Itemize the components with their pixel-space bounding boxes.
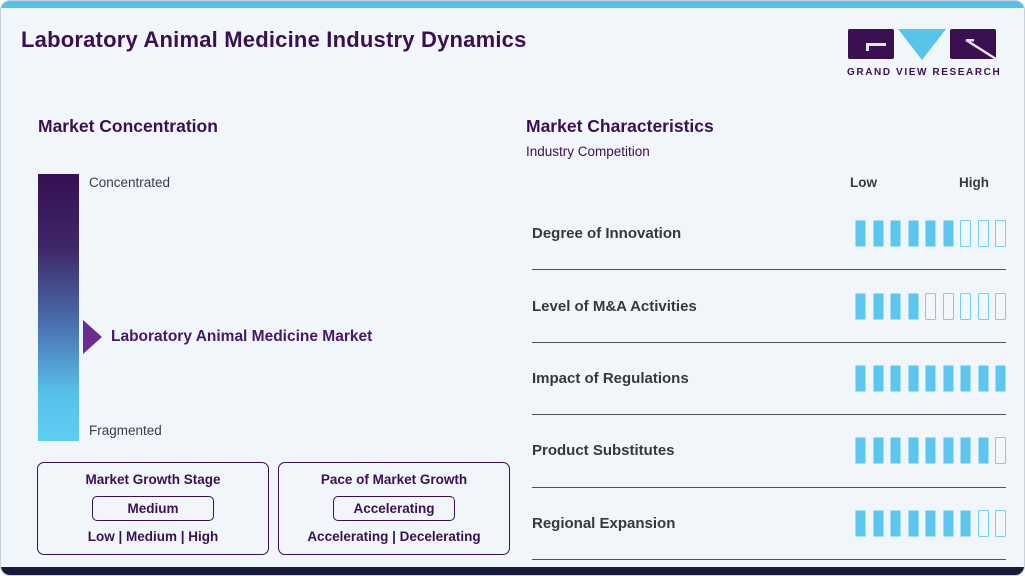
segment-filled bbox=[942, 437, 954, 465]
segment-filled bbox=[907, 220, 919, 248]
market-pointer-arrow-icon bbox=[83, 320, 102, 354]
bottom-accent-bar bbox=[1, 567, 1024, 575]
rating-segments bbox=[855, 292, 1006, 320]
segment-filled bbox=[872, 220, 884, 248]
segment-filled bbox=[872, 437, 884, 465]
fragmented-label: Fragmented bbox=[89, 423, 162, 438]
segment-filled bbox=[977, 364, 989, 392]
segment-filled bbox=[907, 364, 919, 392]
segment-filled bbox=[907, 292, 919, 320]
pace-title: Pace of Market Growth bbox=[320, 472, 468, 487]
characteristic-row: Degree of Innovation bbox=[532, 198, 1006, 271]
segment-filled bbox=[960, 364, 971, 392]
rating-segments bbox=[855, 364, 1006, 392]
segment-filled bbox=[977, 437, 989, 465]
segment-filled bbox=[907, 509, 919, 537]
segment-filled bbox=[942, 509, 954, 537]
rating-segments bbox=[855, 509, 1006, 537]
market-growth-stage-box: Market Growth Stage Medium Low | Medium … bbox=[37, 462, 269, 555]
segment-filled bbox=[855, 292, 866, 320]
page-title: Laboratory Animal Medicine Industry Dyna… bbox=[21, 27, 527, 52]
segment-filled bbox=[872, 292, 884, 320]
characteristic-label: Regional Expansion bbox=[532, 514, 676, 532]
segment-filled bbox=[960, 437, 971, 465]
segment-filled bbox=[890, 437, 901, 465]
segment-empty bbox=[977, 292, 989, 320]
segment-filled bbox=[890, 364, 901, 392]
segment-filled bbox=[942, 364, 954, 392]
characteristic-label: Degree of Innovation bbox=[532, 225, 682, 243]
market-pointer-label: Laboratory Animal Medicine Market bbox=[111, 328, 373, 345]
segment-filled bbox=[872, 509, 884, 537]
segment-empty bbox=[995, 437, 1006, 465]
characteristic-label: Impact of Regulations bbox=[532, 369, 689, 387]
segment-empty bbox=[995, 292, 1006, 320]
segment-filled bbox=[890, 292, 901, 320]
grand-view-research-logo: GRAND VIEW RESEARCH bbox=[847, 27, 1002, 78]
segment-filled bbox=[890, 509, 901, 537]
segment-filled bbox=[925, 509, 936, 537]
industry-competition-subheading: Industry Competition bbox=[526, 144, 650, 159]
pace-of-growth-box: Pace of Market Growth Accelerating Accel… bbox=[278, 462, 510, 555]
segment-empty bbox=[995, 220, 1006, 248]
scale-low-label: Low bbox=[850, 175, 877, 190]
rating-segments bbox=[855, 220, 1006, 248]
growth-stage-title: Market Growth Stage bbox=[85, 472, 221, 487]
segment-filled bbox=[960, 509, 971, 537]
characteristic-row: Impact of Regulations bbox=[532, 343, 1006, 416]
segment-empty bbox=[977, 220, 989, 248]
segment-filled bbox=[925, 437, 936, 465]
segment-empty bbox=[995, 509, 1006, 537]
growth-stage-options: Low | Medium | High bbox=[87, 529, 219, 544]
segment-empty bbox=[960, 292, 971, 320]
characteristic-row: Regional Expansion bbox=[532, 488, 1006, 560]
rating-segments bbox=[855, 437, 1006, 465]
growth-stage-value-badge: Medium bbox=[92, 495, 214, 521]
segment-filled bbox=[907, 437, 919, 465]
segment-filled bbox=[872, 364, 884, 392]
segment-filled bbox=[855, 509, 866, 537]
segment-filled bbox=[855, 220, 866, 248]
segment-filled bbox=[855, 437, 866, 465]
characteristic-label: Level of M&A Activities bbox=[532, 297, 697, 315]
pace-value-badge: Accelerating bbox=[333, 495, 455, 521]
segment-filled bbox=[925, 220, 936, 248]
top-accent-bar bbox=[1, 1, 1024, 8]
segment-filled bbox=[925, 364, 936, 392]
segment-filled bbox=[890, 220, 901, 248]
segment-empty bbox=[960, 220, 971, 248]
concentration-gradient-bar bbox=[38, 174, 79, 441]
pace-options: Accelerating | Decelerating bbox=[307, 529, 481, 544]
market-characteristics-heading: Market Characteristics bbox=[526, 116, 714, 136]
market-concentration-heading: Market Concentration bbox=[38, 116, 218, 136]
segment-filled bbox=[995, 364, 1006, 392]
segment-filled bbox=[855, 364, 866, 392]
logo-wordmark: GRAND VIEW RESEARCH bbox=[847, 67, 1002, 78]
characteristic-row: Level of M&A Activities bbox=[532, 270, 1006, 343]
characteristic-label: Product Substitutes bbox=[532, 442, 675, 460]
segment-empty bbox=[942, 292, 954, 320]
concentrated-label: Concentrated bbox=[89, 175, 171, 190]
gvr-logo-icon bbox=[847, 27, 997, 63]
segment-empty bbox=[977, 509, 989, 537]
characteristics-rows: Degree of Innovation Level of M&A Activit… bbox=[532, 198, 1006, 560]
characteristic-row: Product Substitutes bbox=[532, 415, 1006, 488]
scale-high-label: High bbox=[959, 175, 989, 190]
segment-empty bbox=[925, 292, 936, 320]
segment-filled bbox=[942, 220, 954, 248]
